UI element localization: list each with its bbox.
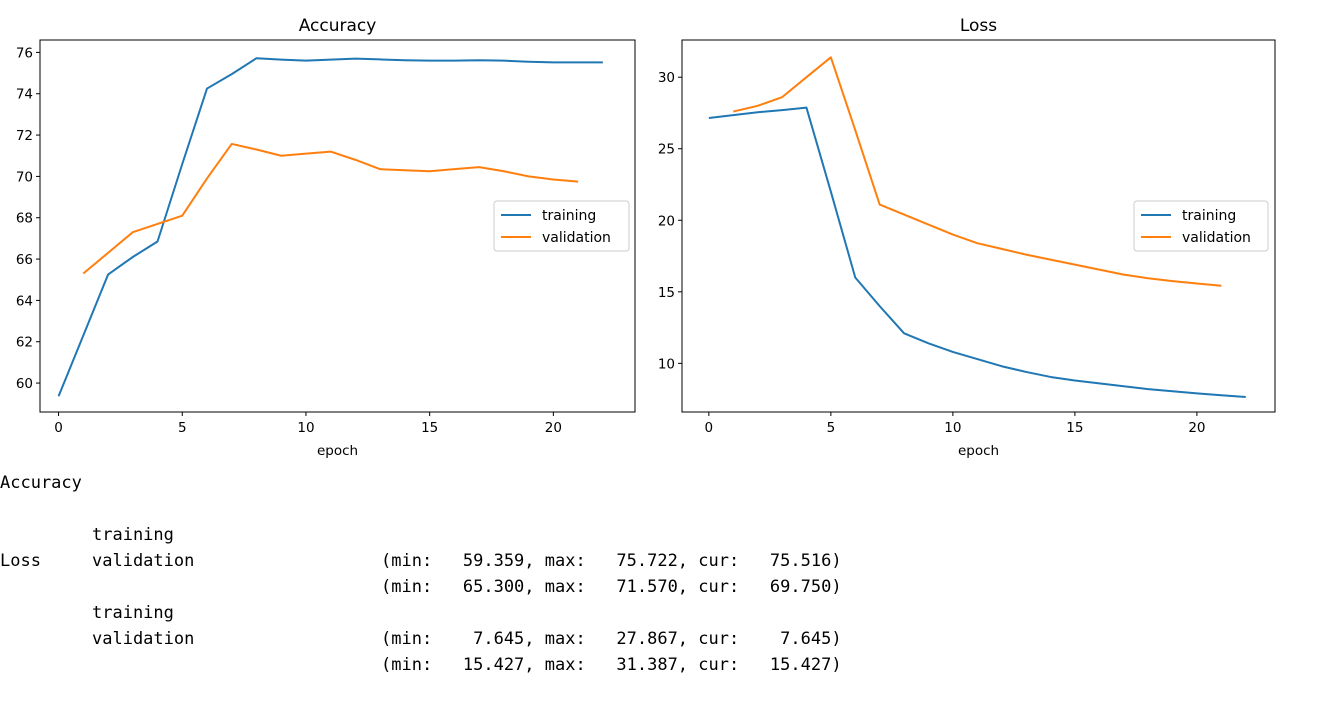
chart-title: Accuracy	[299, 16, 377, 36]
y-tick-label: 60	[16, 376, 33, 392]
plot-frame	[39, 39, 636, 413]
stats-series-name: validation	[92, 629, 195, 649]
accuracy-chart: Accuracy 0 5 10 15 20 60 62 64 66 68 70 72 74 76 epoch t…	[16, 16, 636, 459]
x-tick-label: 20	[545, 420, 562, 436]
accuracy-training-stats-row: training (min: 59.359, max: 75.722, cur:…	[0, 496, 842, 571]
y-tick-label: 64	[16, 293, 33, 309]
y-tick-label: 15	[658, 285, 675, 301]
legend-box	[493, 200, 630, 252]
x-tick-label: 0	[54, 420, 63, 436]
series-line-training	[708, 106, 1246, 399]
x-tick-label: 10	[944, 420, 961, 436]
x-axis-label: epoch	[958, 443, 999, 459]
legend-box	[1133, 200, 1269, 252]
series-line-validation	[733, 56, 1222, 287]
legend: training validation	[493, 200, 630, 252]
x-tick-label: 0	[705, 420, 714, 436]
legend-label-training: training	[1182, 208, 1236, 224]
y-tick-label: 74	[16, 87, 33, 103]
stats-series-values: (min: 65.300, max: 71.570, cur: 69.750)	[381, 577, 842, 597]
x-tick-label: 10	[297, 420, 314, 436]
y-tick-label: 20	[658, 213, 675, 229]
y-tick-label: 70	[16, 169, 33, 185]
loss-chart: Loss 0 5 10 15 20 10 15 20 25 30 epoch training valid…	[658, 16, 1276, 459]
y-tick-label: 76	[16, 45, 33, 61]
series-line-training	[57, 57, 603, 397]
stats-series-values: (min: 15.427, max: 31.387, cur: 15.427)	[381, 655, 842, 675]
legend: training validation	[1133, 200, 1269, 252]
y-tick-label: 30	[658, 70, 675, 86]
x-tick-label: 5	[827, 420, 836, 436]
y-tick-label: 66	[16, 252, 33, 268]
legend-label-validation: validation	[542, 230, 611, 246]
y-tick-label: 10	[658, 356, 675, 372]
legend-label-training: training	[542, 208, 596, 224]
stats-series-name: training	[92, 603, 174, 623]
plot-frame	[681, 39, 1276, 413]
y-tick-label: 72	[16, 128, 33, 144]
loss-validation-stats-row: validation (min: 15.427, max: 31.387, cu…	[0, 600, 842, 675]
loss-training-stats-row: training (min: 7.645, max: 27.867, cur: …	[0, 574, 842, 649]
y-tick-label: 62	[16, 335, 33, 351]
stats-series-name: validation	[92, 551, 195, 571]
x-tick-label: 20	[1188, 420, 1205, 436]
x-tick-label: 5	[178, 420, 187, 436]
y-tick-label: 25	[658, 142, 675, 158]
legend-label-validation: validation	[1182, 230, 1251, 246]
stats-output: Accuracy training (min: 59.359, max: 75.…	[0, 470, 1323, 675]
x-axis-label: epoch	[317, 443, 358, 459]
x-tick-label: 15	[421, 420, 438, 436]
x-tick-label: 15	[1066, 420, 1083, 436]
series-line-validation	[82, 142, 579, 275]
stats-series-values: (min: 7.645, max: 27.867, cur: 7.645)	[381, 629, 842, 649]
accuracy-stats-heading: Accuracy	[0, 473, 82, 493]
y-tick-label: 68	[16, 211, 33, 227]
loss-stats-heading: Loss	[0, 551, 41, 571]
accuracy-validation-stats-row: validation (min: 65.300, max: 71.570, cu…	[0, 522, 842, 597]
charts-figure: Accuracy 0 5 10 15 20 60 62 64 66 68 70 72 74 76 epoch t…	[16, 16, 1276, 459]
stats-series-values: (min: 59.359, max: 75.722, cur: 75.516)	[381, 551, 842, 571]
stats-series-name: training	[92, 525, 174, 545]
chart-title: Loss	[960, 16, 997, 36]
